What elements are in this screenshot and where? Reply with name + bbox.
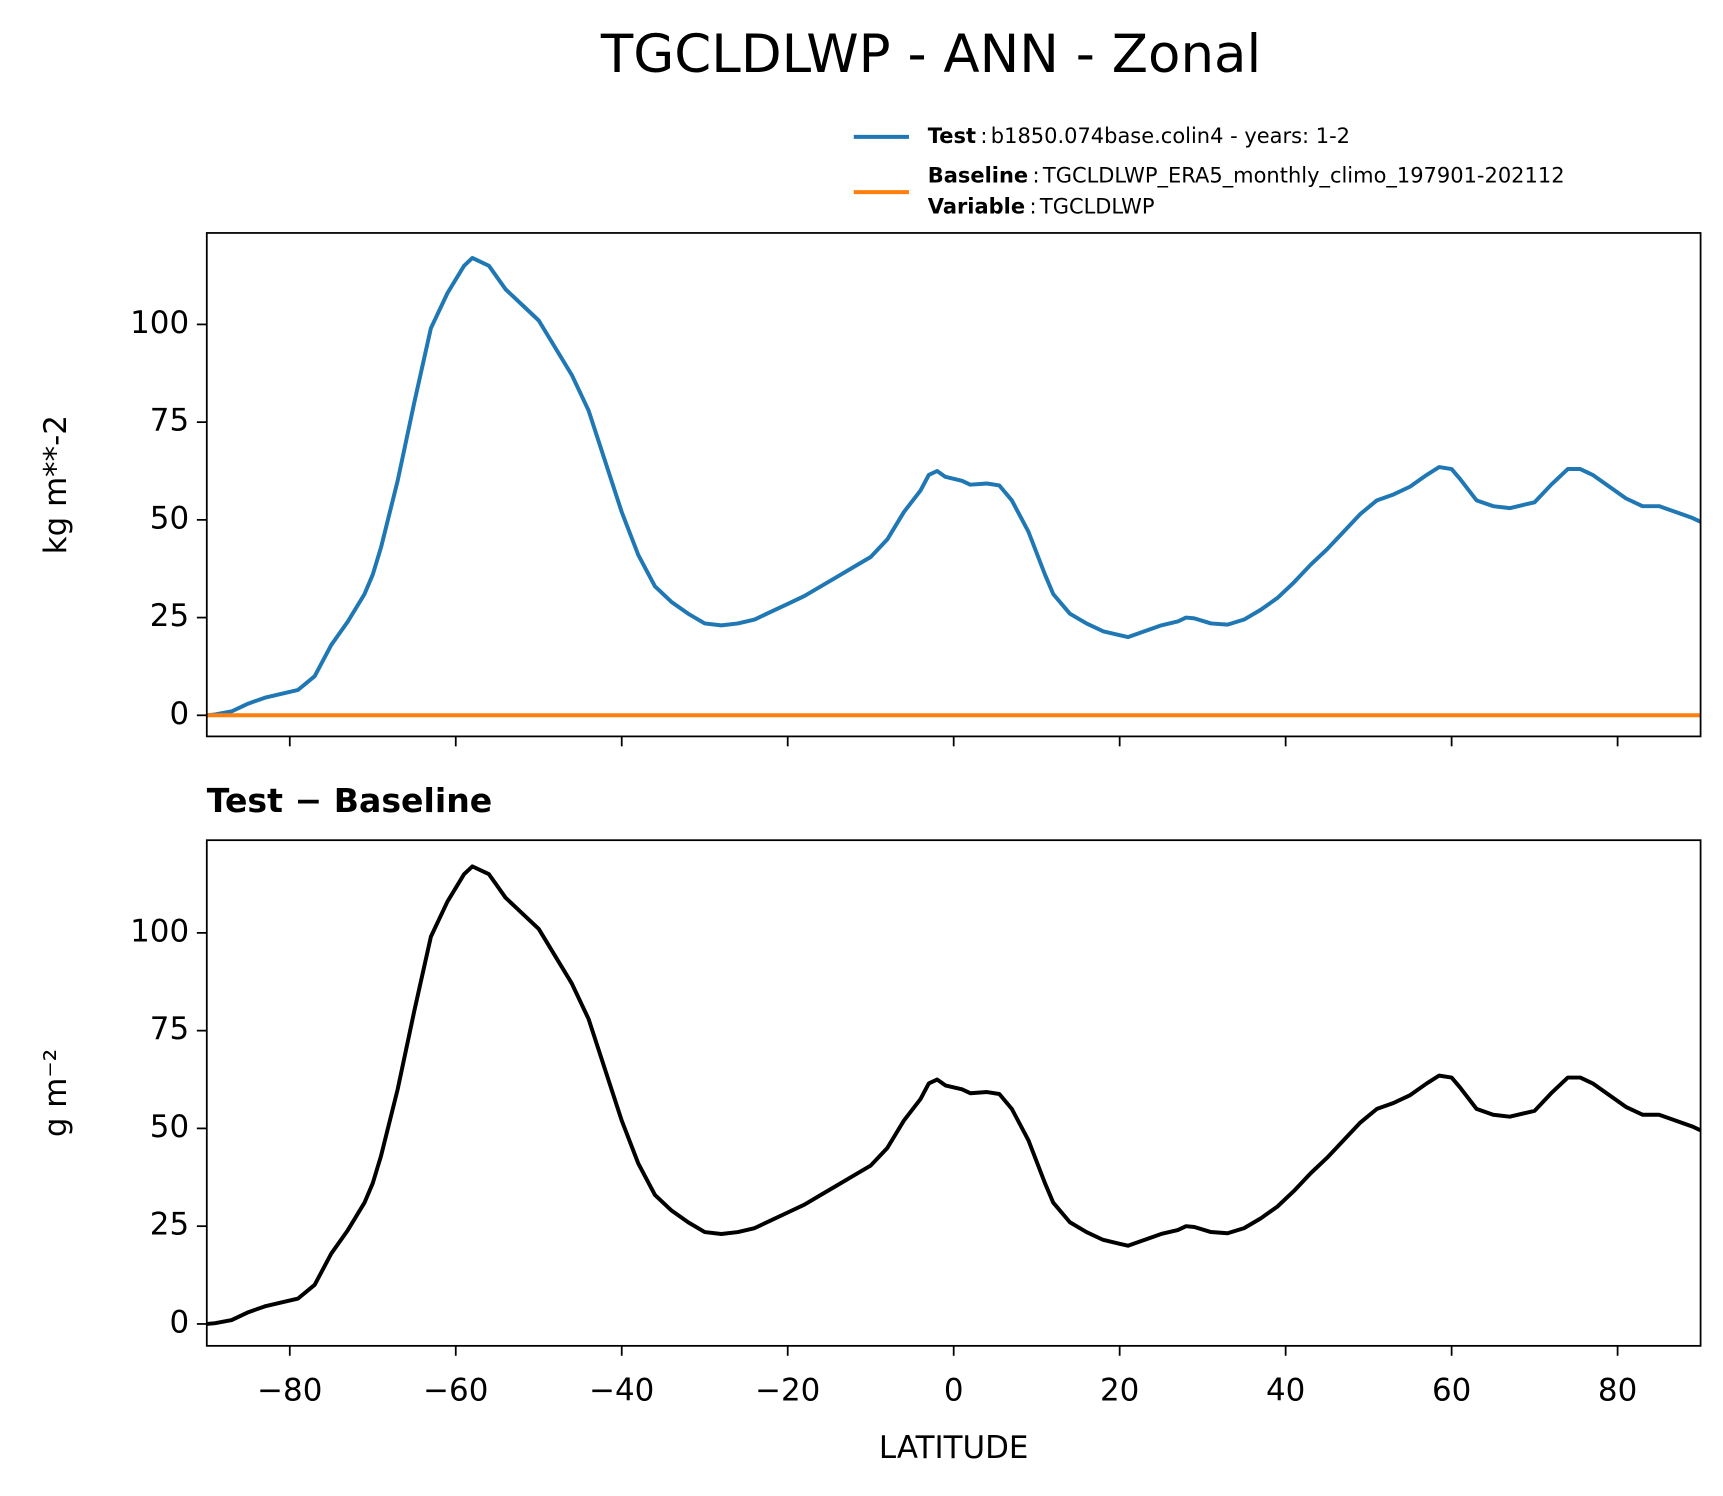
legend-entry: Test: b1850.074base.colin4 - years: 1-2 — [928, 124, 1350, 148]
data-line — [206, 864, 1701, 1326]
x-tick-label: −60 — [423, 1373, 488, 1409]
chart-subtitle: Test − Baseline — [207, 781, 492, 820]
x-tick-label: 80 — [1598, 1373, 1637, 1409]
y-tick-label: 50 — [150, 1109, 189, 1145]
legend-separator: : — [1030, 195, 1037, 219]
x-tick-label: −40 — [589, 1373, 654, 1409]
y-axis-label: kg m**-2 — [38, 415, 74, 554]
y-tick-label: 75 — [150, 403, 189, 439]
legend-separator: : — [1033, 164, 1040, 188]
plot-frame — [205, 839, 1702, 1347]
x-tick-label: −20 — [755, 1373, 820, 1409]
y-tick-label: 100 — [130, 913, 189, 949]
legend-detail: TGCLDLWP — [1039, 195, 1155, 219]
y-tick-label: 25 — [150, 1207, 189, 1243]
legend-name: Test — [928, 124, 976, 148]
x-axis-label: LATITUDE — [879, 1430, 1028, 1466]
legend-name: Variable — [928, 195, 1025, 219]
x-tick-label: −80 — [257, 1373, 322, 1409]
x-tick-label: 60 — [1432, 1373, 1471, 1409]
y-tick-label: 0 — [169, 696, 189, 732]
y-tick-label: 75 — [150, 1011, 189, 1047]
y-tick-label: 50 — [150, 500, 189, 536]
legend-separator: : — [980, 124, 987, 148]
plot-frame — [205, 232, 1702, 738]
legend-entry: Variable: TGCLDLWP — [928, 195, 1155, 219]
x-tick-label: 0 — [944, 1373, 964, 1409]
legend-detail: b1850.074base.colin4 - years: 1-2 — [991, 124, 1350, 148]
chart-title: TGCLDLWP - ANN - Zonal — [600, 24, 1261, 85]
y-tick-label: 0 — [169, 1304, 189, 1340]
data-line — [206, 255, 1701, 718]
y-axis-label: g m⁻² — [38, 1049, 74, 1137]
legend-detail: TGCLDLWP_ERA5_monthly_climo_197901-20211… — [1042, 164, 1565, 189]
x-tick-label: 20 — [1100, 1373, 1139, 1409]
legend-entry: Baseline: TGCLDLWP_ERA5_monthly_climo_197… — [928, 164, 1565, 189]
y-tick-label: 25 — [150, 598, 189, 634]
x-tick-label: 40 — [1266, 1373, 1305, 1409]
legend-name: Baseline — [928, 164, 1028, 188]
y-tick-label: 100 — [130, 305, 189, 341]
